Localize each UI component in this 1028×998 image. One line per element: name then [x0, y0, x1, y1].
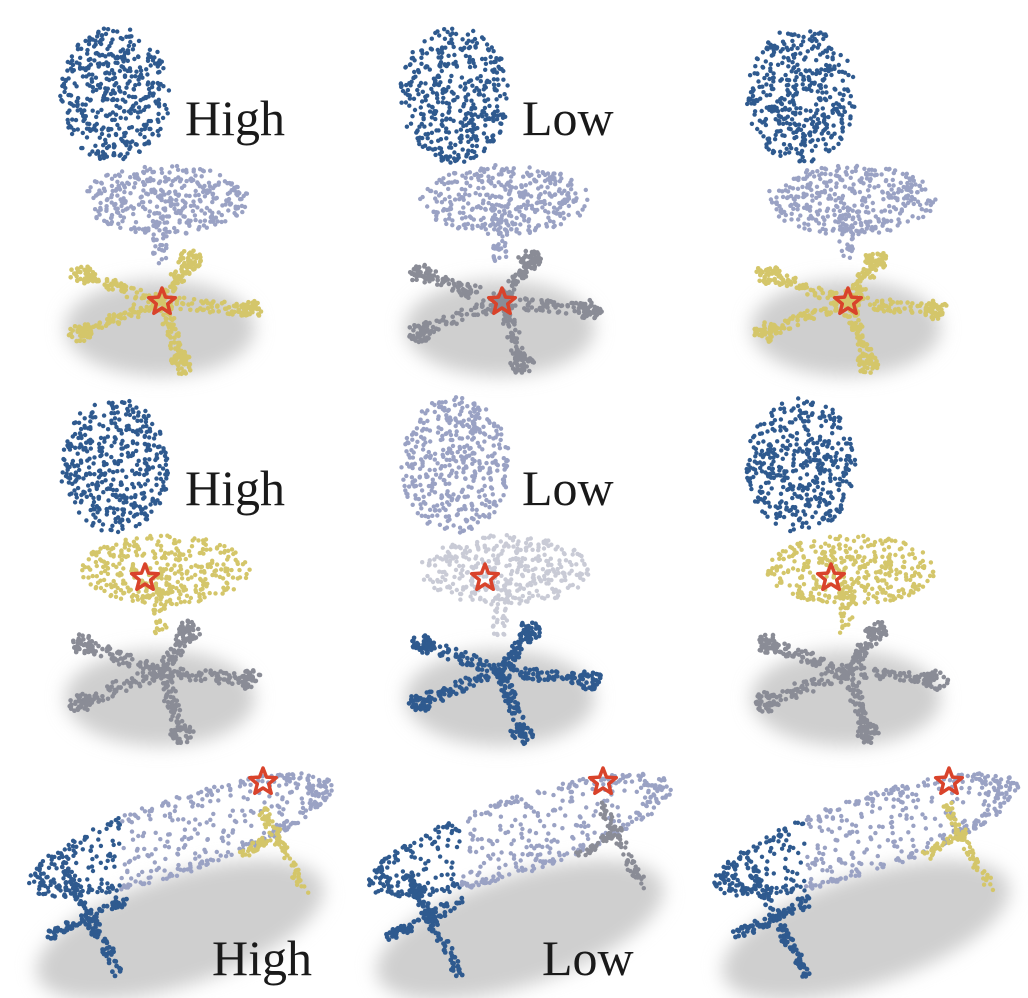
- strength-label-row3-col1: High: [212, 930, 312, 986]
- panel-row2-col1: [59, 398, 263, 746]
- star-icon: [815, 562, 847, 592]
- star-icon: [832, 286, 864, 316]
- chair-base: [752, 251, 949, 375]
- chair-base: [406, 620, 603, 747]
- chair-base: [67, 618, 263, 745]
- shadow: [376, 860, 664, 998]
- chair-seat: [765, 533, 936, 635]
- chair-backrest: [58, 26, 172, 162]
- chair-seat: [767, 163, 938, 260]
- panel-row1-col2: [398, 26, 604, 376]
- strength-label-row2-col2: Low: [522, 460, 614, 516]
- panel-row3-col3: [712, 766, 1021, 998]
- table-top: [366, 771, 673, 899]
- star-icon: [469, 562, 501, 592]
- chair-backrest: [399, 395, 511, 535]
- shadow: [722, 860, 1010, 998]
- table-top: [712, 771, 1021, 899]
- strength-label-row1-col1: High: [185, 90, 285, 146]
- table-right-leg: [237, 806, 311, 895]
- table-right-leg: [920, 800, 996, 893]
- star-icon: [587, 766, 619, 796]
- star-icon: [486, 286, 518, 316]
- chair-seat: [85, 163, 250, 266]
- panel-row1-col1: [58, 26, 264, 377]
- shadow: [65, 650, 255, 746]
- strength-label-row1-col2: Low: [522, 90, 614, 146]
- strength-label-row2-col1: High: [185, 460, 285, 516]
- chair-base: [753, 620, 951, 745]
- panel-row3-col1: [27, 766, 334, 998]
- table-left-leg: [384, 870, 465, 979]
- star-icon: [247, 766, 279, 796]
- chair-backrest: [744, 396, 858, 534]
- chair-seat: [418, 163, 590, 263]
- strength-label-row3-col2: Low: [542, 930, 634, 986]
- table-left-leg: [730, 865, 812, 979]
- panel-row3-col2: [366, 766, 673, 998]
- panel-row2-col3: [744, 396, 951, 746]
- table-left-leg: [45, 864, 129, 979]
- panel-row1-col3: [745, 29, 949, 376]
- star-icon: [146, 286, 178, 316]
- chair-backrest: [398, 26, 510, 165]
- chair-seat: [420, 533, 591, 638]
- chair-seat: [80, 533, 252, 636]
- chair-base: [66, 248, 264, 377]
- panel-row2-col2: [399, 395, 603, 747]
- chair-backrest: [745, 29, 857, 164]
- star-icon: [129, 562, 161, 592]
- table-top: [27, 771, 334, 899]
- chair-backrest: [59, 398, 170, 535]
- table-right-leg: [574, 800, 646, 891]
- star-icon: [933, 766, 965, 796]
